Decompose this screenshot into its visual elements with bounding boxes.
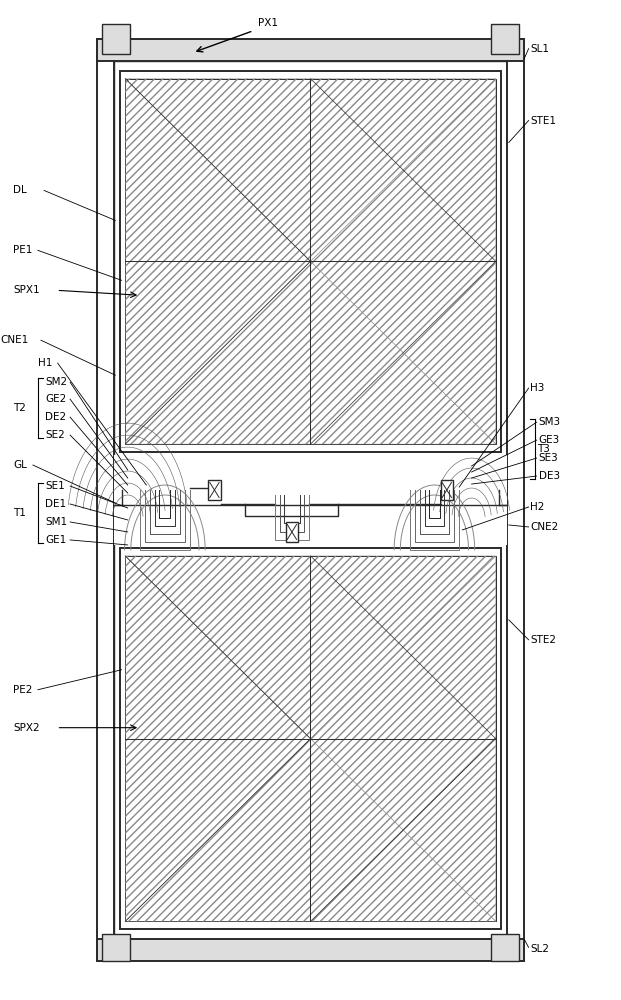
Bar (125, 556, 496, 921)
Bar (102, 934, 130, 961)
Text: H3: H3 (530, 383, 545, 393)
Bar (114, 505, 507, 939)
Text: SL1: SL1 (530, 44, 550, 54)
Text: SM2: SM2 (45, 377, 68, 387)
Text: DE3: DE3 (538, 471, 560, 481)
Text: PX1: PX1 (258, 18, 278, 28)
Text: DL: DL (13, 185, 27, 195)
Text: GL: GL (13, 460, 27, 470)
Text: PE1: PE1 (13, 245, 32, 255)
Bar (97, 939, 524, 961)
Text: CNE2: CNE2 (530, 522, 559, 532)
Bar (125, 79, 496, 444)
Bar (97, 39, 524, 61)
Text: STE1: STE1 (530, 116, 556, 126)
Text: H2: H2 (530, 502, 545, 512)
Text: SM1: SM1 (45, 517, 68, 527)
Text: SE2: SE2 (45, 430, 65, 440)
Text: PE2: PE2 (13, 685, 32, 695)
Text: GE3: GE3 (538, 435, 560, 445)
Bar (208, 480, 220, 500)
Text: SL2: SL2 (530, 944, 550, 954)
Bar (286, 522, 298, 542)
Text: T3: T3 (537, 444, 550, 454)
Text: GE1: GE1 (45, 535, 66, 545)
Bar (97, 39, 114, 961)
Text: STE2: STE2 (530, 635, 556, 645)
Text: DE2: DE2 (45, 412, 66, 422)
Bar (114, 61, 507, 495)
Text: GE2: GE2 (45, 394, 66, 404)
Bar (114, 455, 507, 545)
Text: SM3: SM3 (538, 417, 561, 427)
Bar (491, 934, 519, 961)
Text: DE1: DE1 (45, 499, 66, 509)
Text: CNE1: CNE1 (1, 335, 29, 345)
Text: SE1: SE1 (45, 481, 65, 491)
Bar (441, 480, 453, 500)
Bar (491, 24, 519, 54)
Text: T2: T2 (13, 403, 26, 413)
Text: T1: T1 (13, 508, 26, 518)
Bar (507, 39, 524, 961)
Text: SPX1: SPX1 (13, 285, 40, 295)
Bar (120, 548, 501, 929)
Text: SE3: SE3 (538, 453, 558, 463)
Text: H1: H1 (38, 358, 52, 368)
Bar (120, 71, 501, 452)
Text: SPX2: SPX2 (13, 723, 40, 733)
Bar (102, 24, 130, 54)
